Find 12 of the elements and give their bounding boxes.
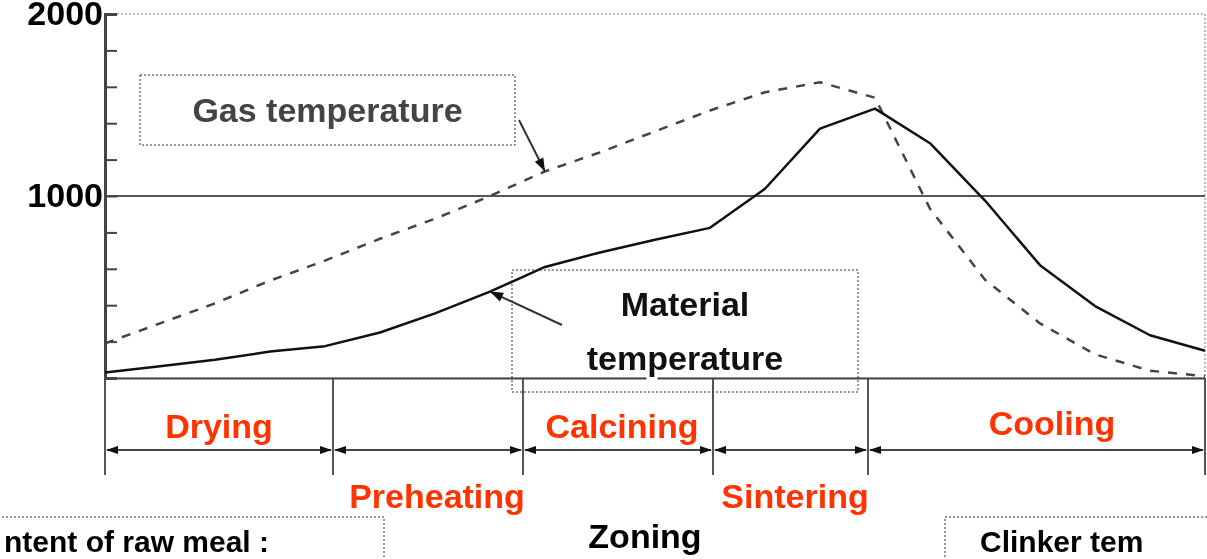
y-tick-label: 1000 — [27, 176, 103, 215]
text: Sintering — [721, 477, 869, 515]
text: Drying — [165, 407, 273, 445]
text: Clinker tem — [980, 525, 1144, 558]
text: ntent of raw meal : — [4, 525, 270, 558]
text: Calcining — [545, 407, 699, 445]
x-axis-title: Zoning — [588, 517, 702, 555]
series-label: Material temperature — [586, 285, 784, 377]
text: Cooling — [988, 404, 1116, 442]
y-tick-label: 2000 — [27, 0, 103, 33]
text: Gas temperature — [192, 91, 463, 129]
text: Preheating — [349, 477, 525, 515]
